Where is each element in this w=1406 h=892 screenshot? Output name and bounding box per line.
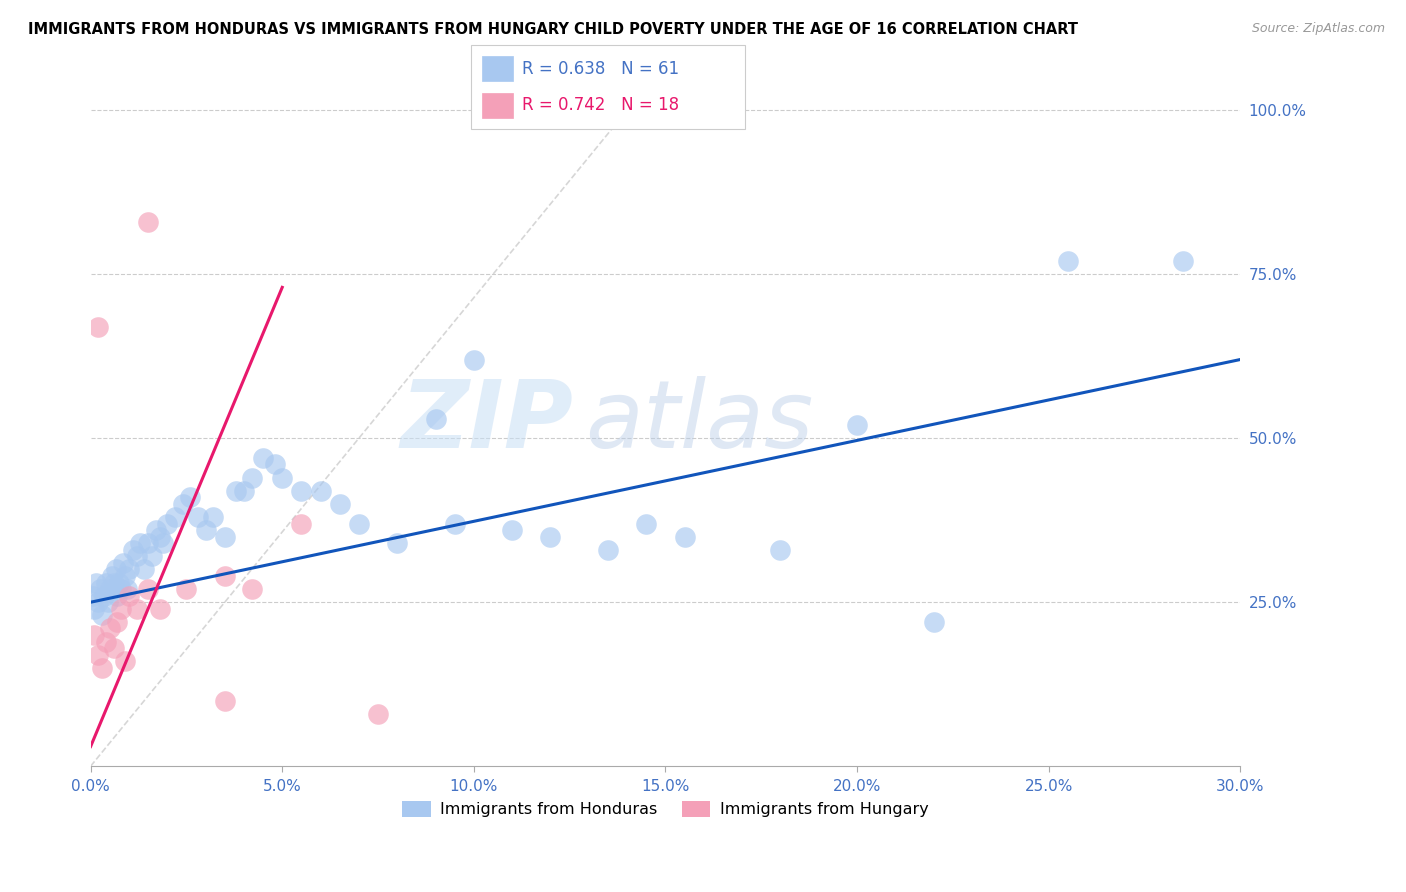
- Point: [125, 549, 148, 564]
- Point: [112, 556, 135, 570]
- Point: [91, 661, 114, 675]
- Point: [103, 641, 125, 656]
- Point: [115, 582, 138, 596]
- Point: [501, 523, 523, 537]
- Point: [540, 530, 562, 544]
- Point: [136, 536, 159, 550]
- Point: [98, 582, 121, 596]
- Point: [141, 549, 163, 564]
- Point: [329, 497, 352, 511]
- Point: [118, 562, 141, 576]
- Legend: Immigrants from Honduras, Immigrants from Hungary: Immigrants from Honduras, Immigrants fro…: [395, 795, 935, 823]
- Point: [114, 654, 136, 668]
- Point: [134, 562, 156, 576]
- Point: [156, 516, 179, 531]
- Point: [87, 319, 110, 334]
- Point: [225, 483, 247, 498]
- Point: [252, 450, 274, 465]
- Point: [87, 648, 110, 662]
- Point: [104, 562, 127, 576]
- Point: [240, 582, 263, 596]
- Point: [347, 516, 370, 531]
- Point: [110, 601, 132, 615]
- Text: Source: ZipAtlas.com: Source: ZipAtlas.com: [1251, 22, 1385, 36]
- Point: [83, 601, 105, 615]
- Point: [214, 693, 236, 707]
- Point: [107, 589, 129, 603]
- Text: atlas: atlas: [585, 376, 813, 467]
- Point: [636, 516, 658, 531]
- Point: [114, 569, 136, 583]
- Point: [100, 569, 122, 583]
- Point: [202, 510, 225, 524]
- Point: [290, 516, 312, 531]
- Point: [93, 589, 115, 603]
- Text: R = 0.742   N = 18: R = 0.742 N = 18: [522, 96, 679, 114]
- Point: [214, 569, 236, 583]
- Point: [1056, 254, 1078, 268]
- Point: [94, 575, 117, 590]
- Point: [163, 510, 186, 524]
- Point: [118, 589, 141, 603]
- Point: [387, 536, 409, 550]
- Point: [83, 628, 105, 642]
- Point: [94, 634, 117, 648]
- Point: [152, 536, 174, 550]
- Point: [769, 542, 792, 557]
- Point: [89, 582, 111, 596]
- Point: [187, 510, 209, 524]
- Point: [149, 601, 172, 615]
- Point: [108, 575, 131, 590]
- Point: [97, 595, 120, 609]
- Point: [194, 523, 217, 537]
- Point: [145, 523, 167, 537]
- Point: [176, 582, 198, 596]
- Point: [596, 542, 619, 557]
- Point: [232, 483, 254, 498]
- Point: [271, 470, 294, 484]
- Point: [240, 470, 263, 484]
- Point: [673, 530, 696, 544]
- Text: ZIP: ZIP: [401, 376, 574, 467]
- Point: [82, 589, 104, 603]
- Point: [263, 458, 285, 472]
- Point: [110, 582, 132, 596]
- Point: [179, 490, 201, 504]
- Point: [1171, 254, 1194, 268]
- Point: [98, 622, 121, 636]
- Point: [290, 483, 312, 498]
- Point: [846, 418, 869, 433]
- Point: [922, 615, 945, 629]
- Point: [425, 411, 447, 425]
- Point: [309, 483, 332, 498]
- Point: [172, 497, 194, 511]
- Text: R = 0.638   N = 61: R = 0.638 N = 61: [522, 60, 679, 78]
- Point: [125, 601, 148, 615]
- Point: [367, 706, 389, 721]
- Point: [149, 530, 172, 544]
- Point: [443, 516, 465, 531]
- Point: [107, 615, 129, 629]
- Point: [103, 575, 125, 590]
- Point: [91, 608, 114, 623]
- Point: [121, 542, 143, 557]
- Point: [87, 595, 110, 609]
- Point: [214, 530, 236, 544]
- Point: [86, 575, 108, 590]
- Point: [136, 215, 159, 229]
- Point: [129, 536, 152, 550]
- Point: [463, 352, 485, 367]
- Text: IMMIGRANTS FROM HONDURAS VS IMMIGRANTS FROM HUNGARY CHILD POVERTY UNDER THE AGE : IMMIGRANTS FROM HONDURAS VS IMMIGRANTS F…: [28, 22, 1078, 37]
- Point: [136, 582, 159, 596]
